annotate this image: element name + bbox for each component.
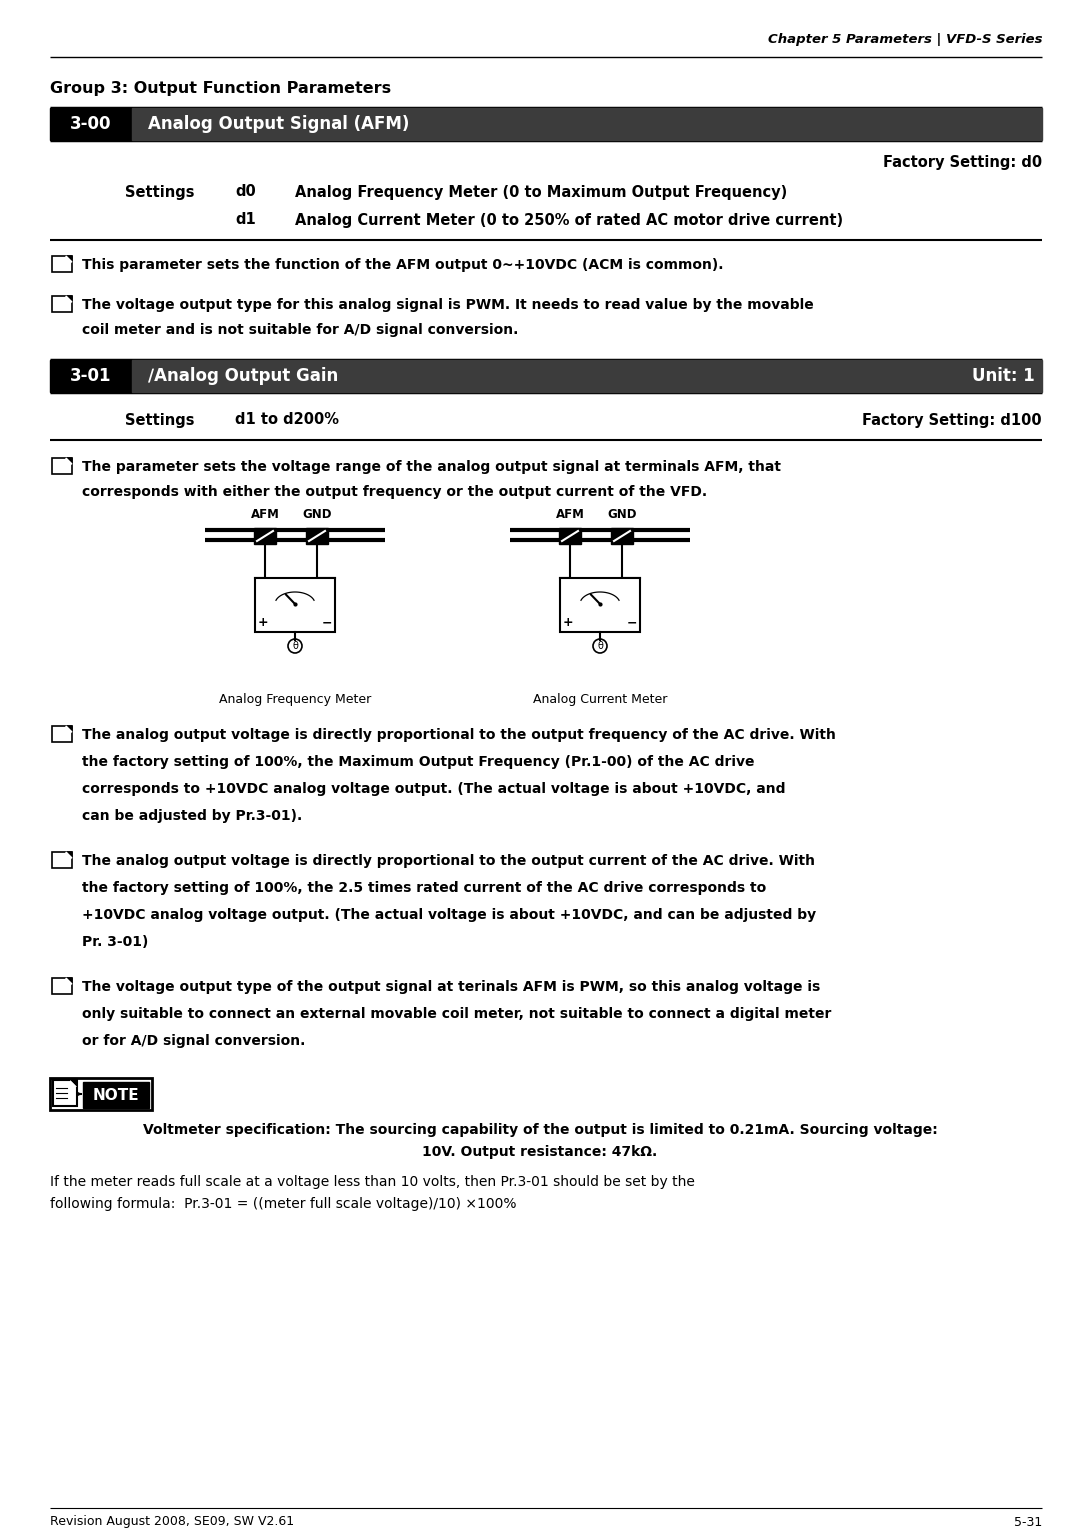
Polygon shape xyxy=(66,979,72,983)
Bar xyxy=(306,528,328,545)
Bar xyxy=(50,1078,152,1111)
Polygon shape xyxy=(66,459,72,463)
Text: d1 to d200%: d1 to d200% xyxy=(235,413,339,428)
Text: Analog Current Meter (0 to 250% of rated AC motor drive current): Analog Current Meter (0 to 250% of rated… xyxy=(295,213,843,227)
Bar xyxy=(52,459,72,474)
Text: Settings: Settings xyxy=(125,184,194,199)
Bar xyxy=(52,256,72,272)
Polygon shape xyxy=(66,256,72,262)
Text: Settings: Settings xyxy=(125,413,194,428)
Text: Pr. 3-01): Pr. 3-01) xyxy=(82,936,148,950)
Text: Voltmeter specification: The sourcing capability of the output is limited to 0.2: Voltmeter specification: The sourcing ca… xyxy=(143,1123,937,1137)
Text: NOTE: NOTE xyxy=(93,1088,139,1103)
Polygon shape xyxy=(66,979,72,983)
Text: The voltage output type for this analog signal is PWM. It needs to read value by: The voltage output type for this analog … xyxy=(82,298,813,311)
Text: 3-01: 3-01 xyxy=(70,367,111,385)
Bar xyxy=(83,1081,149,1108)
Polygon shape xyxy=(66,726,72,732)
Bar xyxy=(52,851,72,868)
Bar xyxy=(561,578,640,632)
Polygon shape xyxy=(70,1080,77,1088)
Text: coil meter and is not suitable for A/D signal conversion.: coil meter and is not suitable for A/D s… xyxy=(82,324,518,337)
Text: This parameter sets the function of the AFM output 0~+10VDC (ACM is common).: This parameter sets the function of the … xyxy=(82,258,724,272)
Text: corresponds to +10VDC analog voltage output. (The actual voltage is about +10VDC: corresponds to +10VDC analog voltage out… xyxy=(82,782,785,796)
Text: 5-31: 5-31 xyxy=(1014,1516,1042,1528)
Text: Unit: 1: Unit: 1 xyxy=(972,367,1035,385)
Polygon shape xyxy=(66,296,72,302)
Text: d1: d1 xyxy=(235,213,256,227)
Text: only suitable to connect an external movable coil meter, not suitable to connect: only suitable to connect an external mov… xyxy=(82,1006,832,1022)
Bar xyxy=(255,578,335,632)
Text: Analog Output Signal (AFM): Analog Output Signal (AFM) xyxy=(148,115,409,133)
Polygon shape xyxy=(66,256,72,262)
Bar xyxy=(53,1080,77,1106)
Text: AFM: AFM xyxy=(251,508,280,520)
Bar xyxy=(132,107,1042,140)
Text: GND: GND xyxy=(607,508,637,520)
Text: +: + xyxy=(563,617,573,629)
Text: Analog Frequency Meter (0 to Maximum Output Frequency): Analog Frequency Meter (0 to Maximum Out… xyxy=(295,184,787,199)
Text: corresponds with either the output frequency or the output current of the VFD.: corresponds with either the output frequ… xyxy=(82,485,707,499)
Polygon shape xyxy=(66,296,72,302)
Polygon shape xyxy=(66,459,72,463)
Bar xyxy=(611,528,633,545)
Bar xyxy=(254,528,276,545)
Text: ∕Analog Output Gain: ∕Analog Output Gain xyxy=(148,367,338,385)
Text: Group 3: Output Function Parameters: Group 3: Output Function Parameters xyxy=(50,80,391,95)
Text: 10V. Output resistance: 47kΩ.: 10V. Output resistance: 47kΩ. xyxy=(422,1144,658,1160)
Text: Analog Current Meter: Analog Current Meter xyxy=(532,693,667,707)
Text: −: − xyxy=(626,617,637,629)
Text: Revision August 2008, SE09, SW V2.61: Revision August 2008, SE09, SW V2.61 xyxy=(50,1516,294,1528)
Text: can be adjusted by Pr.3-01).: can be adjusted by Pr.3-01). xyxy=(82,808,302,824)
Text: Chapter 5 Parameters | VFD-S Series: Chapter 5 Parameters | VFD-S Series xyxy=(768,34,1042,46)
Text: GND: GND xyxy=(302,508,332,520)
Text: +10VDC analog voltage output. (The actual voltage is about +10VDC, and can be ad: +10VDC analog voltage output. (The actua… xyxy=(82,908,816,922)
Polygon shape xyxy=(66,726,72,732)
Bar xyxy=(52,296,72,311)
Text: Factory Setting: d0: Factory Setting: d0 xyxy=(882,155,1042,170)
Text: If the meter reads full scale at a voltage less than 10 volts, then Pr.3-01 shou: If the meter reads full scale at a volta… xyxy=(50,1175,694,1189)
Bar xyxy=(559,528,581,545)
Text: or for A/D signal conversion.: or for A/D signal conversion. xyxy=(82,1034,306,1048)
Text: the factory setting of 100%, the Maximum Output Frequency (Pr.1-00) of the AC dr: the factory setting of 100%, the Maximum… xyxy=(82,755,755,769)
Text: θ: θ xyxy=(597,641,603,650)
Text: +: + xyxy=(258,617,268,629)
Text: AFM: AFM xyxy=(555,508,584,520)
Text: d0: d0 xyxy=(235,184,256,199)
Bar xyxy=(132,360,1042,393)
Text: Factory Setting: d100: Factory Setting: d100 xyxy=(862,413,1042,428)
Text: The analog output voltage is directly proportional to the output frequency of th: The analog output voltage is directly pr… xyxy=(82,729,836,742)
Bar xyxy=(52,726,72,742)
Polygon shape xyxy=(66,851,72,858)
Text: The parameter sets the voltage range of the analog output signal at terminals AF: The parameter sets the voltage range of … xyxy=(82,460,781,474)
Text: −: − xyxy=(322,617,333,629)
Polygon shape xyxy=(66,851,72,858)
Bar xyxy=(50,360,132,393)
Bar xyxy=(50,107,132,140)
Text: The analog output voltage is directly proportional to the output current of the : The analog output voltage is directly pr… xyxy=(82,854,815,868)
Bar xyxy=(52,979,72,994)
Text: following formula:  Pr.3-01 = ((meter full scale voltage)/10) ×100%: following formula: Pr.3-01 = ((meter ful… xyxy=(50,1197,516,1210)
Text: 3-00: 3-00 xyxy=(70,115,111,133)
Polygon shape xyxy=(70,1080,77,1088)
Text: Analog Frequency Meter: Analog Frequency Meter xyxy=(219,693,372,707)
Text: The voltage output type of the output signal at terinals AFM is PWM, so this ana: The voltage output type of the output si… xyxy=(82,980,820,994)
Text: the factory setting of 100%, the 2.5 times rated current of the AC drive corresp: the factory setting of 100%, the 2.5 tim… xyxy=(82,881,766,894)
Text: θ: θ xyxy=(292,641,298,650)
